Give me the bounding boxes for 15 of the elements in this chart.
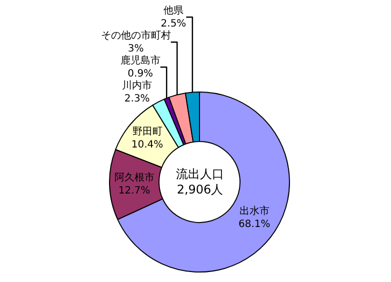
text: 流出人口 2,906人 <box>176 167 224 197</box>
data-label: 68.1% <box>238 218 270 230</box>
data-label: 2.3% <box>124 94 150 105</box>
slice-label: 阿久根市 <box>114 171 154 184</box>
slice-label: 出水市 <box>239 204 270 217</box>
data-label: 3% <box>128 44 144 55</box>
data-label: 0.9% <box>128 68 154 80</box>
slice-label: 他県 <box>163 4 184 17</box>
data-label: 2.5% <box>160 18 186 30</box>
slice-label: その他の市町村 <box>100 30 171 42</box>
slice-label: 野田町 <box>132 126 162 138</box>
data-label: 10.4% <box>131 139 164 150</box>
slice-label: 川内市 <box>122 80 152 92</box>
slice-label: 鹿児島市 <box>120 54 160 67</box>
data-label: 12.7% <box>118 185 150 196</box>
